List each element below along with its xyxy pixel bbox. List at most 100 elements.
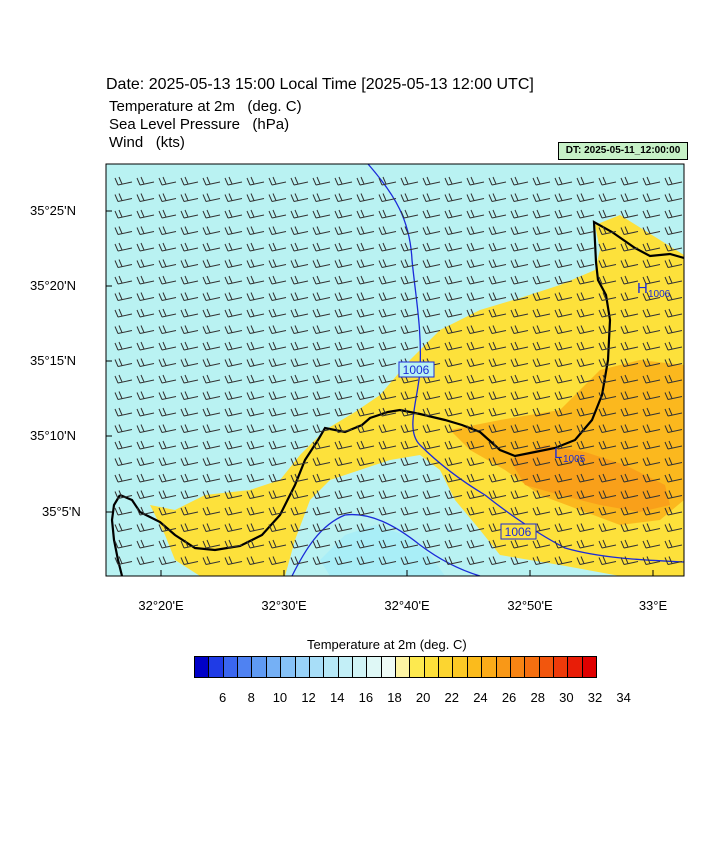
- wind-barb: [378, 457, 397, 466]
- wind-barb: [554, 226, 573, 235]
- wind-barb: [180, 325, 199, 334]
- wind-barb: [268, 226, 287, 235]
- wind-barb: [378, 556, 397, 565]
- wind-barb: [246, 523, 265, 532]
- wind-barb: [510, 490, 529, 499]
- isobar-label-1: 1006: [398, 361, 435, 378]
- wind-barb: [444, 440, 463, 450]
- wind-barb: [576, 457, 595, 466]
- wind-barb: [158, 391, 177, 400]
- wind-barb: [180, 193, 199, 202]
- wind-barb: [224, 374, 243, 384]
- wind-barb: [488, 424, 507, 433]
- wind-barb: [576, 391, 595, 400]
- wind-barb: [576, 440, 595, 450]
- wind-barb: [488, 308, 507, 318]
- wind-barb: [312, 391, 331, 400]
- wind-barb: [158, 424, 177, 433]
- wind-barb: [422, 556, 441, 565]
- wind-barb: [488, 473, 507, 483]
- wind-barb: [180, 391, 199, 400]
- wind-barb: [290, 523, 309, 532]
- wind-barb: [620, 457, 639, 466]
- colorbar-swatch: [266, 657, 282, 677]
- colorbar-swatch: [467, 657, 483, 677]
- wind-barb: [224, 391, 243, 400]
- wind-barb: [378, 193, 397, 202]
- wind-barb: [378, 424, 397, 433]
- wind-barb: [356, 292, 375, 301]
- wind-barb: [312, 325, 331, 334]
- wind-barb: [202, 473, 221, 483]
- wind-barb: [664, 556, 683, 565]
- wind-barb: [466, 292, 485, 301]
- wind-barb: [224, 341, 243, 351]
- wind-barb: [598, 473, 617, 483]
- wind-barb: [444, 539, 463, 549]
- wind-barb: [620, 226, 639, 235]
- wind-barb: [246, 506, 265, 516]
- wind-barb: [444, 506, 463, 516]
- axis-ticks: [106, 210, 654, 576]
- wind-barb: [312, 556, 331, 565]
- wind-barb: [158, 308, 177, 318]
- wind-barb: [224, 539, 243, 549]
- wind-barb: [158, 523, 177, 532]
- wind-barb: [532, 490, 551, 499]
- wind-barb: [180, 259, 199, 268]
- wind-barb: [114, 259, 133, 268]
- wind-barb: [224, 424, 243, 433]
- wind-barb: [642, 407, 661, 417]
- land-hotter-region: [510, 445, 670, 512]
- wind-barb: [268, 193, 287, 202]
- isobar-label-2: 1006: [500, 523, 537, 540]
- wind-barb: [488, 259, 507, 268]
- wind-barb: [466, 209, 485, 219]
- wind-barb: [312, 457, 331, 466]
- wind-barb: [620, 374, 639, 384]
- wind-barb: [576, 539, 595, 549]
- isobar-label-1-text: 1006: [403, 363, 430, 377]
- wind-barb: [136, 176, 155, 186]
- wind-barb: [268, 325, 287, 334]
- wind-barb: [576, 506, 595, 516]
- wind-barb: [202, 308, 221, 318]
- wind-barb: [400, 259, 419, 268]
- wind-barb: [224, 193, 243, 202]
- wind-barb: [642, 424, 661, 433]
- wind-barb: [554, 374, 573, 384]
- wind-barb: [400, 176, 419, 186]
- wind-barb: [180, 407, 199, 417]
- wind-barb: [422, 242, 441, 252]
- wind-barb: [334, 407, 353, 417]
- wind-barb: [268, 457, 287, 466]
- colorbar-swatch: [482, 657, 497, 677]
- wind-barb: [334, 341, 353, 351]
- wind-barb: [576, 275, 595, 285]
- wind-barb: [620, 341, 639, 351]
- wind-barb: [356, 242, 375, 252]
- colorbar-label: 22: [444, 690, 460, 705]
- wind-barb: [158, 193, 177, 202]
- wind-barb: [136, 473, 155, 483]
- wind-barb: [136, 259, 155, 268]
- wind-barb: [356, 374, 375, 384]
- wind-barb: [356, 209, 375, 219]
- wind-barb: [598, 407, 617, 417]
- wind-barb: [466, 506, 485, 516]
- wind-barb: [400, 292, 419, 301]
- wind-barb: [620, 176, 639, 186]
- wind-barb: [576, 473, 595, 483]
- wind-barb: [158, 556, 177, 565]
- wind-barb: [334, 275, 353, 285]
- wind-barb: [378, 325, 397, 334]
- wind-barb: [378, 391, 397, 400]
- wind-barb: [312, 473, 331, 483]
- wind-barb: [114, 490, 133, 499]
- wind-barb: [422, 193, 441, 202]
- wind-barb: [466, 242, 485, 252]
- wind-barb: [158, 176, 177, 186]
- wind-barb: [202, 358, 221, 367]
- wind-barb: [114, 556, 133, 565]
- lon-label-2: 32°30'E: [261, 598, 307, 613]
